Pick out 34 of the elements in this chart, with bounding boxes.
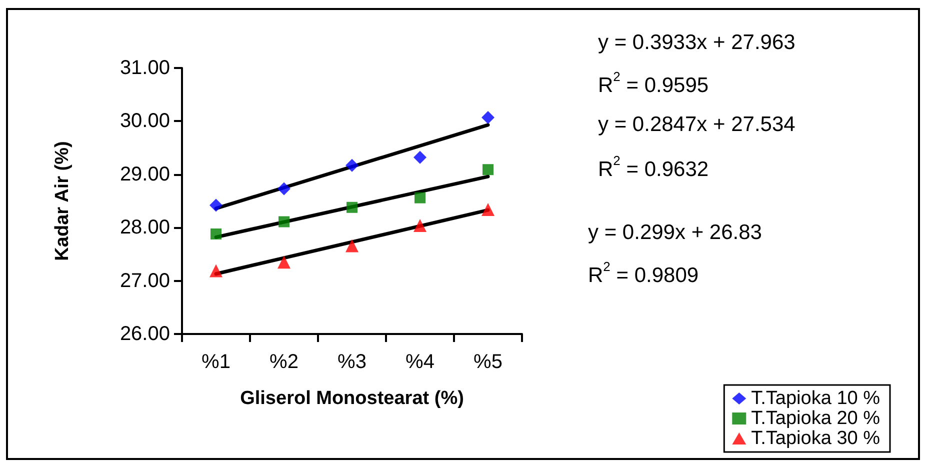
- x-tick-label: %4: [406, 351, 434, 373]
- y-tick-label: 26.00: [120, 323, 170, 345]
- text: y = 0.299x + 26.83: [588, 221, 762, 244]
- x-tick-label: %2: [270, 351, 298, 373]
- y-tick-label: 30.00: [120, 110, 170, 132]
- point: [346, 202, 358, 213]
- y-tick-label: 28.00: [120, 216, 170, 239]
- point: [210, 228, 222, 240]
- text: y = 0.3933x + 27.963: [598, 31, 796, 54]
- point: [346, 239, 358, 252]
- point: [414, 218, 426, 232]
- point: [278, 216, 290, 228]
- point: [482, 164, 494, 176]
- x-axis-title: Gliserol Monostearat (%): [240, 388, 464, 409]
- y-tick-label: 29.00: [120, 163, 170, 186]
- legend-label: T.Tapioka 10 %: [751, 388, 880, 409]
- point: [482, 110, 494, 124]
- point: [414, 192, 426, 204]
- point: [346, 158, 358, 172]
- y-tick-label: 31.00: [120, 57, 170, 79]
- x-tick-label: %1: [202, 351, 230, 373]
- point: [210, 198, 222, 212]
- point: [210, 264, 222, 278]
- x-tick-label: %3: [338, 351, 366, 373]
- text: y = 0.2847x + 27.534: [598, 113, 796, 136]
- y-axis-title: Kadar Air (%): [52, 141, 73, 261]
- y-tick-label: 27.00: [120, 270, 170, 292]
- legend-label: T.Tapioka 20 %: [751, 408, 880, 429]
- point: [482, 203, 494, 216]
- legend-label: T.Tapioka 30 %: [751, 428, 880, 449]
- x-tick-label: %5: [474, 351, 502, 373]
- point: [414, 150, 426, 164]
- point: [278, 256, 290, 269]
- point: [278, 182, 290, 196]
